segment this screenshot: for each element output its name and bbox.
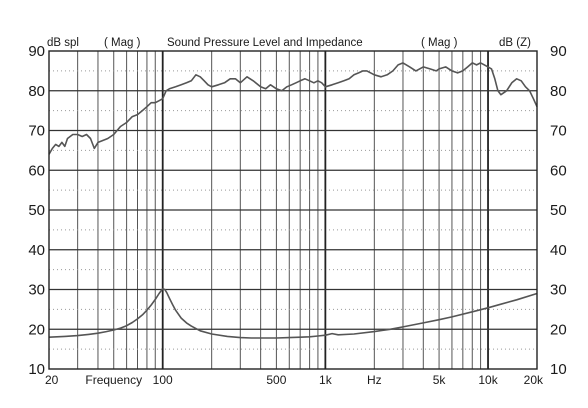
x-tick-label: 20k <box>524 373 544 387</box>
y-tick-label-left: 70 <box>28 123 45 140</box>
x-tick-label: 500 <box>266 373 286 387</box>
y-tick-label-right: 30 <box>550 282 567 299</box>
y-axis-left: 10 20 30 40 50 60 70 80 90 <box>28 43 45 378</box>
y-tick-label-right: 90 <box>550 43 567 60</box>
y-axis-right: 10 20 30 40 50 60 70 80 90 <box>550 43 567 378</box>
header-left-label: dB spl <box>47 37 79 49</box>
y-tick-label-left: 90 <box>28 43 45 60</box>
y-tick-label-right: 10 <box>550 361 567 378</box>
y-tick-label-left: 30 <box>28 282 45 299</box>
header-right-label: dB (Z) <box>499 37 531 49</box>
x-tick-label: Frequency <box>85 373 142 387</box>
y-tick-label-left: 50 <box>28 202 45 219</box>
impedance-series-line <box>48 287 538 339</box>
x-tick-label: 1k <box>319 373 333 387</box>
x-axis: 20 Frequency 100 500 1k Hz 5k 10k 20k <box>45 373 544 387</box>
y-tick-label-left: 10 <box>28 361 45 378</box>
y-tick-label-left: 60 <box>28 162 45 179</box>
y-tick-label-left: 20 <box>28 321 45 338</box>
chart-title: Sound Pressure Level and Impedance <box>167 37 363 49</box>
header-left-mag-label: ( Mag ) <box>104 37 141 49</box>
y-tick-label-right: 50 <box>550 202 567 219</box>
grid-major <box>49 51 537 369</box>
y-tick-label-left: 80 <box>28 83 45 100</box>
header-right-mag-label: ( Mag ) <box>421 37 458 49</box>
x-tick-label: 5k <box>433 373 447 387</box>
series-layer <box>48 62 538 339</box>
x-tick-label: Hz <box>367 373 382 387</box>
x-tick-label: 10k <box>478 373 498 387</box>
y-tick-label-right: 60 <box>550 162 567 179</box>
x-tick-label: 100 <box>153 373 173 387</box>
y-tick-label-right: 20 <box>550 321 567 338</box>
plot-frame <box>48 50 538 370</box>
y-tick-label-right: 80 <box>550 83 567 100</box>
x-tick-label: 20 <box>45 373 59 387</box>
y-tick-label-right: 40 <box>550 242 567 259</box>
spl-series-line <box>48 62 538 155</box>
y-tick-label-right: 70 <box>550 123 567 140</box>
y-tick-label-left: 40 <box>28 242 45 259</box>
